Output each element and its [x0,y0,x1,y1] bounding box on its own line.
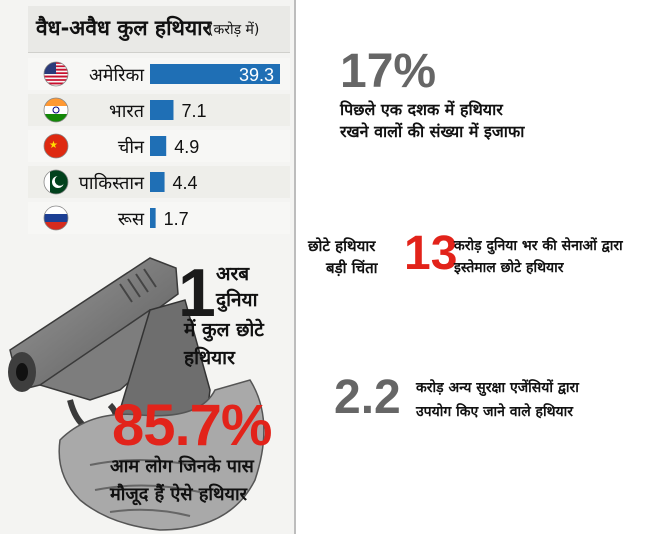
civilian-share-line2: मौजूद हैं ऐसे हथियार [110,484,248,505]
agencies-line2: उपयोग किए जाने वाले हथियार [416,404,574,420]
bar [150,100,174,120]
world-total-line4: हथियार [184,347,235,369]
chart-title: वैध-अवैध कुल हथियार [36,16,212,40]
bar [150,136,167,156]
agencies-number: 2.2 [334,371,401,424]
concern-line2: बड़ी चिंता [326,259,378,277]
world-total-line2: दुनिया [216,289,258,311]
pakistan-flag-icon [43,169,69,195]
armies-line2: इस्तेमाल छोटे हथियार [454,260,564,276]
increase-line2: रखने वालों की संख्या में इजाफा [340,122,525,141]
increase-number: 17% [340,45,437,98]
chart-unit: (करोड़ में) [208,22,260,38]
india-flag-icon [43,97,69,123]
civilian-share-line1: आम लोग जिनके पास [110,456,254,477]
russia-flag-icon [43,205,69,231]
chart-row-bg [28,202,290,234]
value-label: 1.7 [164,209,189,229]
armies-number: 13 [404,227,458,280]
chart-panel: वैध-अवैध कुल हथियार (करोड़ में) अमेरिका 3… [0,0,296,534]
bar-chart: अमेरिका 39.3 भारत 7.1 ★ चीन 4.9 पाकिस्तान 4.4 रूस… [28,58,290,234]
concern-line1: छोटे हथियार [308,237,376,255]
category-label: रूस [118,209,145,230]
world-total-line3: में कुल छोटे [184,319,264,341]
agencies-line1: करोड़ अन्य सुरक्षा एजेंसियों द्वारा [416,380,579,396]
world-total-number: 1 [178,255,216,331]
value-label: 4.4 [173,173,198,193]
bar [150,172,165,192]
world-total-line1: अरब [216,263,250,285]
value-label: 39.3 [239,65,274,85]
value-label: 7.1 [181,101,206,121]
category-label: अमेरिका [89,64,144,86]
category-label: चीन [118,136,145,158]
category-label: भारत [109,101,145,122]
chart-title-bar: वैध-अवैध कुल हथियार (करोड़ में) [28,6,290,53]
bar [150,64,280,84]
increase-line1: पिछले एक दशक में हथियार [340,100,503,119]
usa-flag-icon [43,61,69,87]
bar [150,208,156,228]
civilian-share-number: 85.7% [112,393,272,458]
pistol-illustration [8,257,265,531]
category-label: पाकिस्तान [79,172,145,194]
svg-text:★: ★ [49,140,58,151]
armies-line1: करोड़ दुनिया भर की सेनाओं द्वारा [454,238,623,254]
value-label: 4.9 [174,137,199,157]
china-flag-icon: ★ [43,133,69,159]
